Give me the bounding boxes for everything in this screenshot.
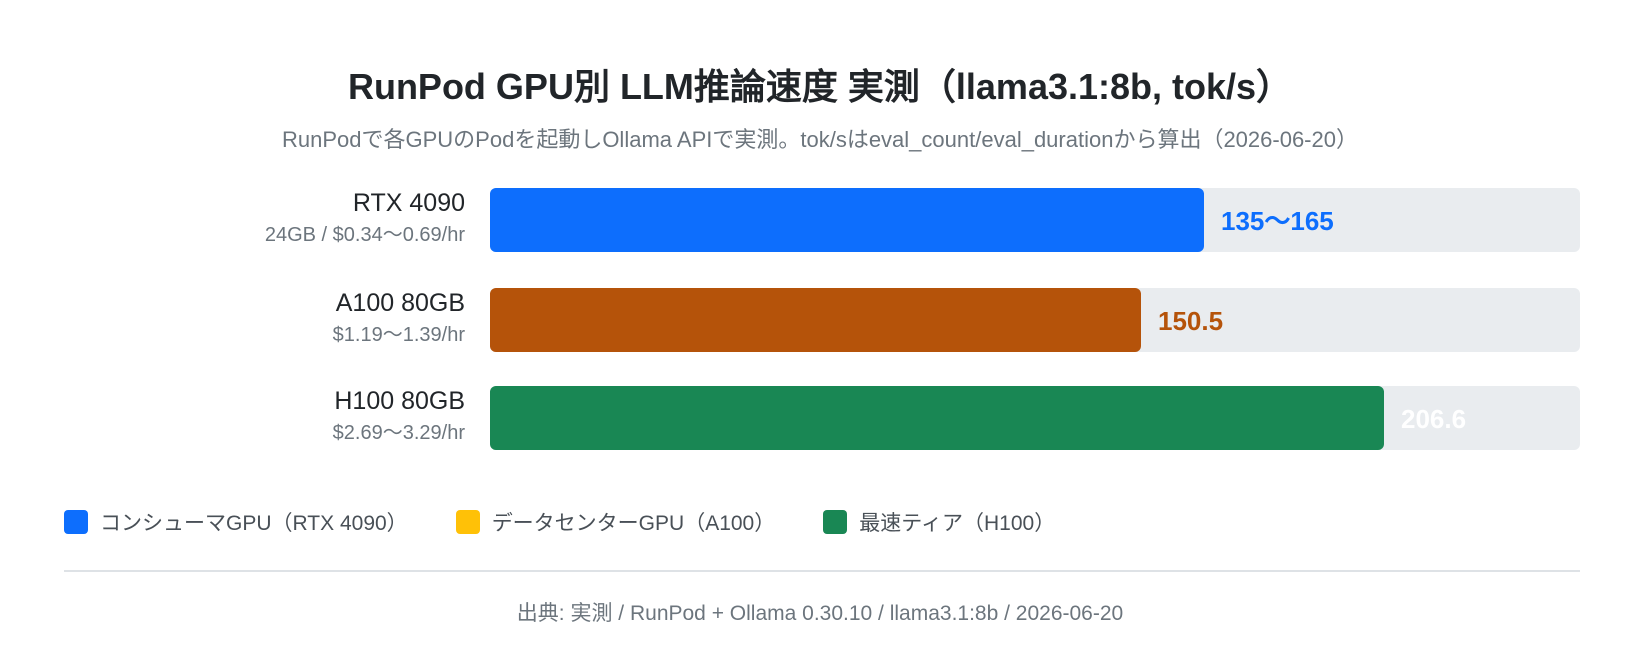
legend-item: データセンターGPU（A100） — [455, 507, 776, 537]
legend-label: コンシューマGPU（RTX 4090） — [100, 512, 408, 535]
chart-subtitle: RunPodで各GPUのPodを起動しOllama APIで実測。tok/sはe… — [282, 127, 1358, 152]
bar-fill — [490, 386, 1384, 450]
bar-detail: $1.19〜1.39/hr — [332, 324, 465, 346]
bar-row: A100 80GB $1.19〜1.39/hr 150.5 — [0, 288, 1640, 352]
bar-label: A100 80GB $1.19〜1.39/hr — [333, 288, 465, 348]
bar-value-label: 150.5 — [1158, 306, 1224, 336]
bar-label: RTX 4090 24GB / $0.34〜0.69/hr — [265, 188, 465, 248]
footer-divider — [64, 570, 1580, 572]
bar-name: A100 80GB — [335, 289, 465, 317]
legend-swatch — [455, 510, 480, 534]
bar-detail: 24GB / $0.34〜0.69/hr — [264, 224, 465, 246]
legend-item: 最速ティア（H100） — [823, 507, 1055, 537]
bar-name: H100 80GB — [334, 387, 465, 415]
bar-row: RTX 4090 24GB / $0.34〜0.69/hr 135〜165 — [0, 188, 1640, 252]
bar-label: H100 80GB $2.69〜3.29/hr — [333, 386, 465, 446]
bar-row: H100 80GB $2.69〜3.29/hr 206.6 — [0, 386, 1640, 450]
legend-label: 最速ティア（H100） — [859, 512, 1056, 535]
legend-swatch — [64, 510, 88, 534]
bar-name: RTX 4090 — [352, 189, 465, 217]
bar-value-label: 206.6 — [1401, 404, 1467, 434]
legend-swatch — [823, 510, 848, 534]
bar-detail: $2.69〜3.29/hr — [332, 422, 465, 444]
chart-legend: コンシューマGPU（RTX 4090） データセンターGPU（A100） 最速ティア… — [64, 509, 1103, 535]
legend-item: コンシューマGPU（RTX 4090） — [64, 507, 408, 537]
bar-track: 135〜165 — [490, 188, 1580, 252]
bar-fill — [490, 188, 1204, 252]
chart-source: 出典: 実測 / RunPod + Ollama 0.30.10 / llama… — [516, 602, 1124, 625]
chart-title: RunPod GPU別 LLM推論速度 実測（llama3.1:8b, tok/… — [347, 66, 1293, 107]
legend-label: データセンターGPU（A100） — [491, 512, 776, 535]
bar-fill — [490, 288, 1141, 352]
bar-track: 206.6 — [490, 386, 1580, 450]
bar-track: 150.5 — [490, 288, 1580, 352]
bar-value-label: 135〜165 — [1221, 206, 1334, 236]
